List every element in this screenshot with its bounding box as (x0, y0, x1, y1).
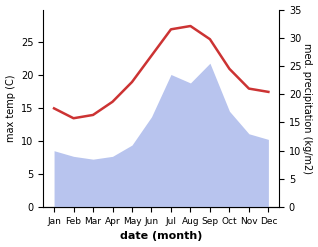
Y-axis label: max temp (C): max temp (C) (5, 75, 16, 142)
X-axis label: date (month): date (month) (120, 231, 203, 242)
Y-axis label: med. precipitation (kg/m2): med. precipitation (kg/m2) (302, 43, 313, 174)
